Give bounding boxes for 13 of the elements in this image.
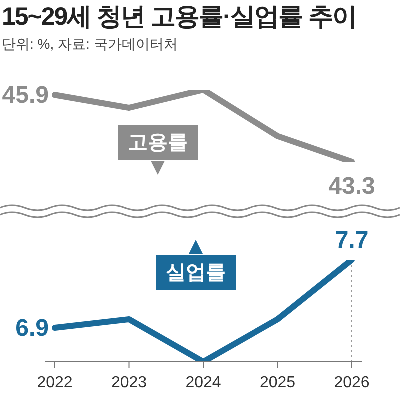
data-label: 43.3 <box>328 173 376 200</box>
x-tick-label: 2023 <box>111 374 148 392</box>
x-tick-label: 2026 <box>334 374 370 392</box>
data-label: 6.9 <box>16 315 49 342</box>
chart-subtitle: 단위: %, 자료: 국가데이터처 <box>2 36 178 54</box>
chart-title: 15~29세 청년 고용률·실업률 추이 <box>2 2 356 33</box>
x-tick-label: 2025 <box>260 374 296 392</box>
x-tick-label: 2022 <box>37 374 73 392</box>
x-tick-label: 2024 <box>186 374 222 392</box>
data-label: 7.7 <box>335 227 369 254</box>
legend-label: 실업률 <box>155 254 237 291</box>
series-label: 고용률 <box>117 124 199 161</box>
data-label: 45.9 <box>2 82 49 110</box>
